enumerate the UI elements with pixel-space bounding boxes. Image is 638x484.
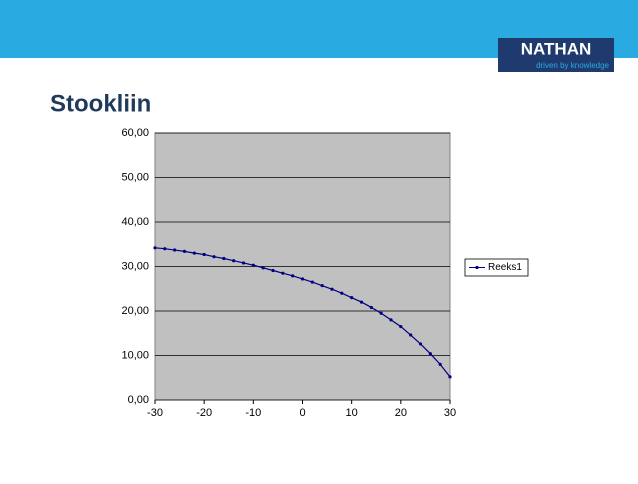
- point: [291, 274, 295, 278]
- point: [153, 246, 157, 250]
- point: [173, 248, 177, 252]
- point: [320, 284, 324, 288]
- x-tick-label: -20: [196, 407, 212, 419]
- x-tick-label: 10: [346, 407, 358, 419]
- point: [330, 287, 334, 291]
- point: [271, 268, 275, 273]
- point: [261, 266, 265, 270]
- legend-box: [464, 258, 529, 277]
- y-tick-label: 10,00: [121, 349, 149, 361]
- point: [300, 277, 305, 281]
- point: [192, 251, 196, 255]
- point: [212, 255, 216, 259]
- logo-name: NATHAN: [521, 39, 592, 58]
- y-tick-label: 30,00: [121, 260, 149, 272]
- x-tick-label: -10: [245, 407, 261, 419]
- legend-marker: [475, 265, 479, 270]
- point: [418, 342, 423, 346]
- legend-label: Reeks1: [488, 262, 522, 273]
- point: [399, 324, 403, 329]
- point: [163, 247, 167, 251]
- y-tick-label: 60,00: [121, 127, 149, 139]
- point: [222, 256, 226, 261]
- x-tick-label: -30: [147, 407, 163, 419]
- point: [448, 375, 452, 379]
- y-tick-label: 40,00: [121, 216, 149, 228]
- point: [359, 300, 364, 304]
- x-tick-label: 0: [299, 407, 305, 419]
- x-tick-label: 20: [395, 407, 407, 419]
- point: [241, 261, 246, 265]
- point: [409, 333, 413, 337]
- logo-box: [498, 38, 614, 72]
- y-tick-label: 50,00: [121, 171, 149, 183]
- point: [350, 296, 354, 300]
- point: [389, 318, 393, 322]
- y-tick-label: 20,00: [121, 305, 149, 317]
- logo-tagline: driven by knowledge: [536, 61, 609, 70]
- point: [202, 252, 206, 257]
- x-tick-label: 30: [444, 407, 456, 419]
- slide-title: Stookliin: [50, 90, 151, 117]
- point: [232, 259, 236, 263]
- point: [369, 305, 373, 310]
- point: [182, 249, 187, 253]
- point: [310, 280, 314, 284]
- point: [438, 362, 442, 366]
- y-tick-label: 0,00: [128, 394, 149, 406]
- point: [340, 291, 344, 295]
- point: [281, 271, 285, 275]
- point: [251, 263, 255, 267]
- point: [428, 352, 432, 356]
- point: [379, 311, 383, 315]
